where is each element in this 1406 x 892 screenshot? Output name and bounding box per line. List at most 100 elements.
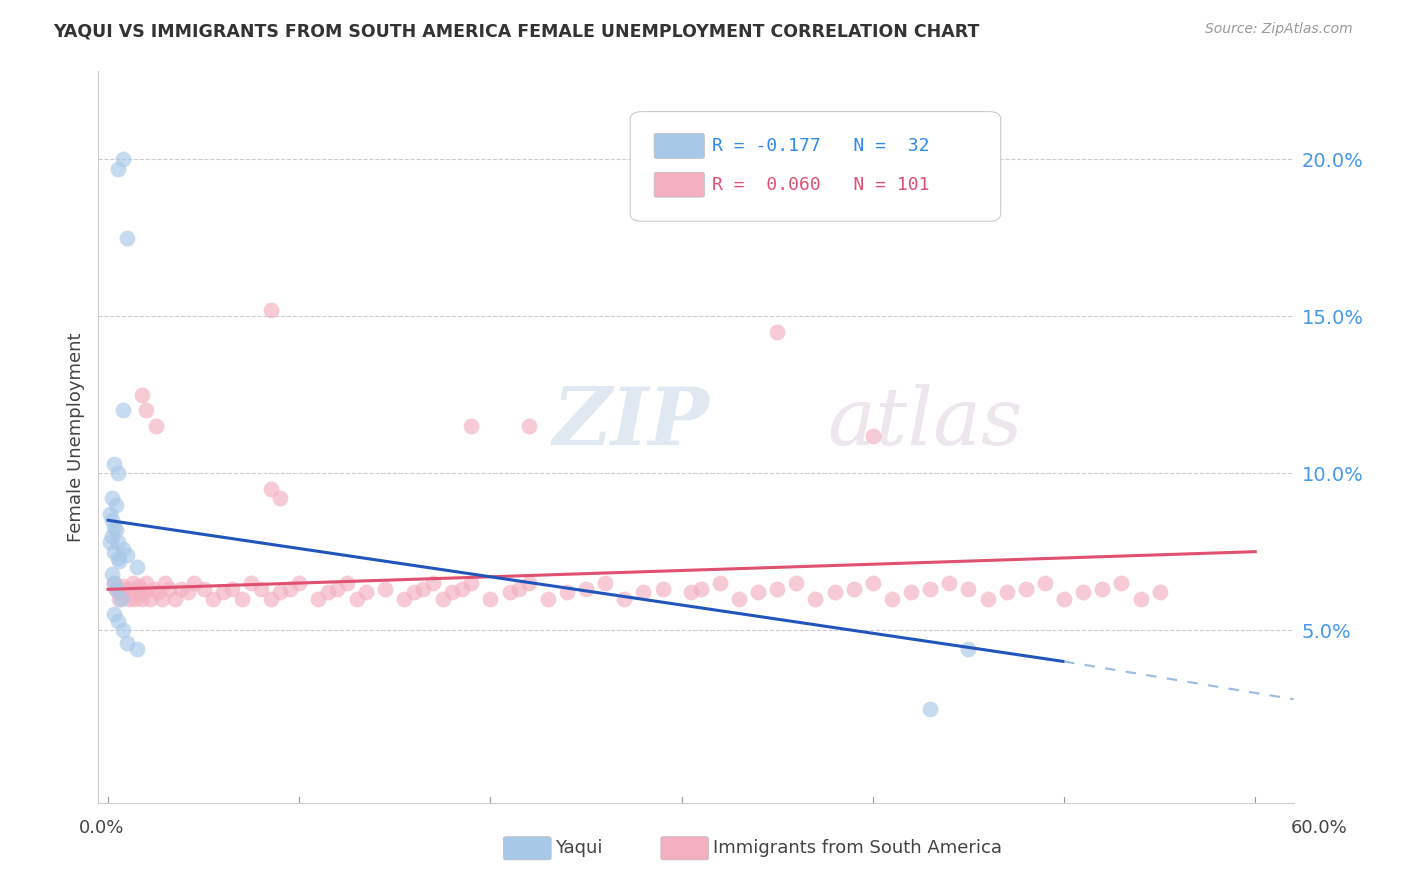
Point <box>112 153 135 167</box>
Point <box>920 582 942 597</box>
Text: Yaqui: Yaqui <box>555 839 603 857</box>
Point <box>124 591 146 606</box>
Point <box>432 591 454 606</box>
Point <box>101 491 124 506</box>
Point <box>104 582 127 597</box>
Point <box>155 576 177 591</box>
Point <box>125 585 148 599</box>
Point <box>269 491 291 506</box>
Point <box>336 576 359 591</box>
Point <box>1071 585 1094 599</box>
Point <box>346 591 368 606</box>
Point <box>517 419 540 434</box>
Point <box>146 585 169 599</box>
Point <box>112 541 135 556</box>
Point <box>131 591 153 606</box>
Point <box>240 576 263 591</box>
Point <box>508 582 530 597</box>
Point <box>231 591 253 606</box>
Point <box>422 576 444 591</box>
Point <box>108 554 131 568</box>
Point <box>259 591 281 606</box>
Point <box>479 591 502 606</box>
Point <box>103 576 125 591</box>
Point <box>134 585 156 599</box>
FancyBboxPatch shape <box>654 134 704 159</box>
Point <box>957 582 980 597</box>
Point <box>104 523 127 537</box>
Point <box>103 576 125 591</box>
Point <box>145 419 167 434</box>
Text: Source: ZipAtlas.com: Source: ZipAtlas.com <box>1205 22 1353 37</box>
Point <box>374 582 396 597</box>
Point <box>101 566 124 581</box>
Point <box>107 466 129 480</box>
Point <box>709 576 731 591</box>
Point <box>142 582 165 597</box>
Point <box>139 591 162 606</box>
Point <box>593 576 616 591</box>
Text: atlas: atlas <box>827 384 1022 461</box>
Point <box>957 642 980 657</box>
Point <box>169 582 191 597</box>
Point <box>177 585 200 599</box>
Point <box>259 482 281 496</box>
Point <box>1033 576 1056 591</box>
Point <box>900 585 922 599</box>
Point <box>135 576 157 591</box>
Point <box>575 582 598 597</box>
Point <box>110 591 132 606</box>
Point <box>101 529 124 543</box>
Point <box>259 302 281 317</box>
Point <box>120 582 142 597</box>
Point <box>938 576 960 591</box>
Point <box>103 607 125 622</box>
Point <box>412 582 434 597</box>
Point <box>112 403 135 417</box>
Point <box>747 585 769 599</box>
Point <box>920 701 942 715</box>
Point <box>211 585 233 599</box>
Point <box>115 548 138 562</box>
Point <box>1111 576 1133 591</box>
Point <box>354 585 377 599</box>
Point <box>115 585 138 599</box>
Point <box>150 591 173 606</box>
Point <box>107 161 129 176</box>
Point <box>269 585 291 599</box>
Point <box>976 591 998 606</box>
Point <box>394 591 416 606</box>
Point <box>125 642 148 657</box>
Point <box>517 576 540 591</box>
Point <box>498 585 520 599</box>
Point <box>441 585 464 599</box>
Point <box>101 513 124 527</box>
Point <box>288 576 311 591</box>
Point <box>278 582 301 597</box>
Point <box>157 582 180 597</box>
Point <box>1129 591 1152 606</box>
Point <box>402 585 425 599</box>
Point <box>824 585 846 599</box>
Point <box>880 591 903 606</box>
Point <box>450 582 472 597</box>
Point <box>103 544 125 558</box>
Point <box>107 535 129 549</box>
Point <box>326 582 349 597</box>
Point <box>103 519 125 533</box>
Point <box>98 507 121 521</box>
Point <box>108 591 131 606</box>
Point <box>98 535 121 549</box>
Point <box>125 560 148 574</box>
Text: YAQUI VS IMMIGRANTS FROM SOUTH AMERICA FEMALE UNEMPLOYMENT CORRELATION CHART: YAQUI VS IMMIGRANTS FROM SOUTH AMERICA F… <box>53 22 980 40</box>
Point <box>107 614 129 628</box>
Point <box>221 582 243 597</box>
Point <box>613 591 636 606</box>
Point <box>1015 582 1038 597</box>
Point <box>135 403 157 417</box>
Point <box>728 591 751 606</box>
Point <box>103 457 125 471</box>
Text: ZIP: ZIP <box>553 384 710 461</box>
Point <box>1149 585 1171 599</box>
Point <box>537 591 560 606</box>
